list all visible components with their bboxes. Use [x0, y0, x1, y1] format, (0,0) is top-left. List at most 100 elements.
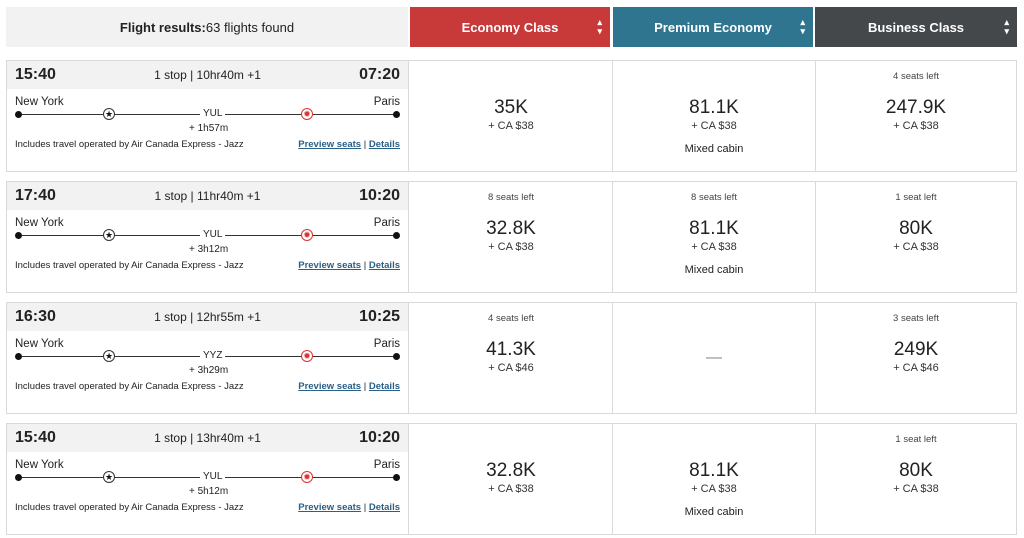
- details-link[interactable]: Details: [368, 260, 400, 271]
- details-link[interactable]: Details: [368, 139, 400, 150]
- arrive-time: 10:20: [359, 187, 400, 204]
- depart-time: 15:40: [15, 66, 56, 83]
- fare-points: 80K: [899, 460, 933, 481]
- route-line: ★ YYZ + 3h29m ✹: [15, 350, 400, 380]
- fare-cell[interactable]: 35K + CA $38: [410, 61, 613, 171]
- star-alliance-icon: ★: [103, 350, 115, 362]
- stops-duration: 1 stop | 10hr40m +1: [154, 68, 261, 82]
- fare-points: 247.9K: [885, 97, 947, 118]
- connection-airport: YUL: [200, 229, 226, 241]
- fare-points: 249K: [893, 339, 939, 360]
- seats-left: 3 seats left: [893, 313, 939, 324]
- fare-points: 35K: [494, 97, 528, 118]
- fare-tax: + CA $38: [691, 120, 737, 132]
- flight-summary: 17:40 1 stop | 11hr40m +1 10:20 New York Pa…: [7, 182, 409, 292]
- fare-tax: + CA $38: [893, 241, 939, 253]
- fare-tax: + CA $38: [893, 483, 939, 495]
- destination-city: Paris: [373, 217, 400, 229]
- star-alliance-icon: ★: [103, 471, 115, 483]
- fare-points: 80K: [899, 218, 933, 239]
- flight-summary: 15:40 1 stop | 13hr40m +1 10:20 New York Pa…: [7, 424, 409, 534]
- unavailable-dash: —: [706, 349, 722, 366]
- fare-cell[interactable]: 4 seats left 247.9K + CA $38: [816, 61, 1016, 171]
- air-canada-icon: ✹: [301, 229, 313, 241]
- preview-seats-link[interactable]: Preview seats: [298, 260, 362, 271]
- fare-cell[interactable]: 81.1K + CA $38 Mixed cabin: [613, 61, 816, 171]
- arrive-time: 10:20: [359, 429, 400, 446]
- sort-economy-button[interactable]: Economy Class ▴ ▾: [410, 7, 610, 47]
- fare-tax: + CA $38: [691, 241, 737, 253]
- operator-note: Includes travel operated by Air Canada E…: [15, 260, 244, 271]
- separator: |: [363, 381, 367, 392]
- seats-left: 8 seats left: [691, 192, 737, 203]
- cabin-label: Economy Class: [461, 19, 559, 35]
- fare-cell[interactable]: 32.8K + CA $38: [410, 424, 613, 534]
- details-link[interactable]: Details: [368, 381, 400, 392]
- fare-tax: + CA $38: [691, 483, 737, 495]
- preview-seats-link[interactable]: Preview seats: [298, 381, 362, 392]
- layover-duration: + 3h12m: [189, 244, 229, 255]
- flight-summary: 15:40 1 stop | 10hr40m +1 07:20 New York Pa…: [7, 61, 409, 171]
- fare-points: 32.8K: [486, 218, 536, 239]
- operator-note: Includes travel operated by Air Canada E…: [15, 502, 244, 513]
- sort-business-button[interactable]: Business Class ▴ ▾: [815, 7, 1017, 47]
- mixed-cabin-note: Mixed cabin: [684, 264, 744, 276]
- destination-city: Paris: [373, 338, 400, 350]
- fare-cell[interactable]: 81.1K + CA $38 Mixed cabin: [613, 424, 816, 534]
- stops-duration: 1 stop | 13hr40m +1: [154, 431, 261, 445]
- flight-row: 16:30 1 stop | 12hr55m +1 10:25 New York Pa…: [6, 302, 1017, 414]
- details-link[interactable]: Details: [368, 502, 400, 513]
- fare-cell[interactable]: 4 seats left 41.3K + CA $46: [410, 303, 613, 413]
- depart-time: 16:30: [15, 308, 56, 325]
- sort-premium-button[interactable]: Premium Economy ▴ ▾: [613, 7, 813, 47]
- air-canada-icon: ✹: [301, 350, 313, 362]
- connection-airport: YUL: [200, 471, 226, 483]
- destination-dot-icon: [393, 232, 400, 239]
- results-label: Flight results:: [119, 19, 206, 35]
- fare-cell[interactable]: 1 seat left 80K + CA $38: [816, 424, 1016, 534]
- fare-unavailable: —: [613, 303, 816, 413]
- fare-cell[interactable]: 8 seats left 32.8K + CA $38: [410, 182, 613, 292]
- stops-duration: 1 stop | 11hr40m +1: [154, 189, 261, 203]
- preview-seats-link[interactable]: Preview seats: [298, 139, 362, 150]
- cabin-label: Business Class: [867, 19, 965, 35]
- destination-dot-icon: [393, 111, 400, 118]
- arrive-time: 07:20: [359, 66, 400, 83]
- route-line: ★ YUL + 1h57m ✹: [15, 108, 400, 138]
- operator-note: Includes travel operated by Air Canada E…: [15, 139, 244, 150]
- mixed-cabin-note: Mixed cabin: [684, 506, 744, 518]
- separator: |: [363, 139, 367, 150]
- operator-note: Includes travel operated by Air Canada E…: [15, 381, 244, 392]
- flight-links: Preview seats | Details: [298, 381, 400, 392]
- fare-cell[interactable]: 1 seat left 80K + CA $38: [816, 182, 1016, 292]
- layover-duration: + 5h12m: [189, 486, 229, 497]
- origin-dot-icon: [15, 232, 22, 239]
- seats-left: 4 seats left: [893, 71, 939, 82]
- fare-cell[interactable]: 8 seats left 81.1K + CA $38 Mixed cabin: [613, 182, 816, 292]
- origin-city: New York: [15, 96, 64, 108]
- fare-points: 32.8K: [486, 460, 536, 481]
- route-line: ★ YUL + 5h12m ✹: [15, 471, 400, 501]
- preview-seats-link[interactable]: Preview seats: [298, 502, 362, 513]
- route-line: ★ YUL + 3h12m ✹: [15, 229, 400, 259]
- fare-cell[interactable]: 3 seats left 249K + CA $46: [816, 303, 1016, 413]
- fare-tax: + CA $46: [893, 362, 939, 374]
- origin-dot-icon: [15, 111, 22, 118]
- fare-points: 41.3K: [486, 339, 536, 360]
- fare-points: 81.1K: [689, 460, 739, 481]
- flight-links: Preview seats | Details: [298, 260, 400, 271]
- origin-dot-icon: [15, 474, 22, 481]
- fare-tax: + CA $38: [488, 241, 534, 253]
- cabin-label: Premium Economy: [654, 19, 772, 35]
- arrive-time: 10:25: [359, 308, 400, 325]
- origin-city: New York: [15, 338, 64, 350]
- flight-row: 15:40 1 stop | 10hr40m +1 07:20 New York Pa…: [6, 60, 1017, 172]
- flight-row: 15:40 1 stop | 13hr40m +1 10:20 New York Pa…: [6, 423, 1017, 535]
- connection-airport: YYZ: [200, 350, 226, 362]
- air-canada-icon: ✹: [301, 471, 313, 483]
- seats-left: 1 seat left: [895, 192, 937, 203]
- fare-tax: + CA $38: [488, 120, 534, 132]
- origin-city: New York: [15, 459, 64, 471]
- fare-points: 81.1K: [689, 97, 739, 118]
- origin-city: New York: [15, 217, 64, 229]
